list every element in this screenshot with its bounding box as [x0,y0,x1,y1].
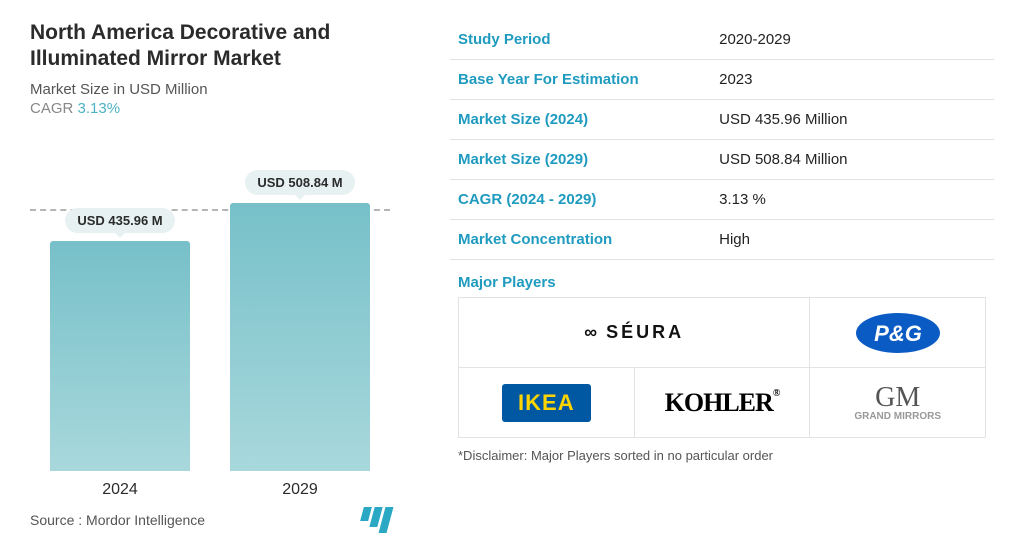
bar-label-2024: USD 435.96 M [65,208,174,233]
stat-val: 3.13 % [711,180,994,220]
disclaimer-text: *Disclaimer: Major Players sorted in no … [450,438,994,463]
stat-key: Study Period [450,20,711,60]
stat-key: Market Size (2024) [450,100,711,140]
player-logo-grandmirrors: GMGRAND MIRRORS [810,368,986,438]
x-label-1: 2029 [230,481,370,499]
stats-panel: Study Period2020-2029 Base Year For Esti… [420,0,1024,543]
stat-val: 2023 [711,60,994,100]
bar-2029: USD 508.84 M [230,170,370,471]
table-row: Base Year For Estimation2023 [450,60,994,100]
table-row: Market Size (2024)USD 435.96 Million [450,100,994,140]
table-row: CAGR (2024 - 2029)3.13 % [450,180,994,220]
infinity-icon: ∞ [584,322,600,343]
chart-panel: North America Decorative and Illuminated… [0,0,420,543]
player-name: IKEA [502,384,591,422]
bar-label-2029: USD 508.84 M [245,170,354,195]
cagr-prefix: CAGR [30,100,73,117]
bar-rect-2024 [50,241,190,471]
stat-val: High [711,220,994,260]
player-name: GRAND MIRRORS [854,411,941,422]
table-row: Market ConcentrationHigh [450,220,994,260]
stat-key: Base Year For Estimation [450,60,711,100]
svg-text:P&G: P&G [874,321,922,346]
pg-logo-icon: P&G [853,308,943,358]
stat-val: 2020-2029 [711,20,994,60]
stat-val: USD 435.96 Million [711,100,994,140]
table-row: Market Size (2029)USD 508.84 Million [450,140,994,180]
chart-subtitle: Market Size in USD Million [30,81,390,98]
player-logo-ikea: IKEA [459,368,635,438]
table-row: Study Period2020-2029 [450,20,994,60]
cagr-value: 3.13% [78,100,121,117]
stat-key: Market Concentration [450,220,711,260]
mordor-logo-icon [362,507,390,533]
cagr-line: CAGR 3.13% [30,100,390,117]
stat-key: CAGR (2024 - 2029) [450,180,711,220]
major-players-grid: ∞ SÉURA P&G IKEA KOHLER® GMGRAND MIRRORS [458,297,986,438]
x-axis-labels: 2024 2029 [30,481,390,499]
stat-key: Market Size (2029) [450,140,711,180]
x-label-0: 2024 [50,481,190,499]
player-name: SÉURA [606,322,684,343]
player-name: KOHLER [665,388,773,417]
chart-title: North America Decorative and Illuminated… [30,20,390,73]
source-text: Source : Mordor Intelligence [30,512,205,528]
player-logo-seura: ∞ SÉURA [459,298,810,368]
bar-2024: USD 435.96 M [50,208,190,471]
stat-val: USD 508.84 Million [711,140,994,180]
source-row: Source : Mordor Intelligence [30,507,390,533]
player-logo-kohler: KOHLER® [635,368,811,438]
major-players-label: Major Players [450,260,994,297]
bar-chart: USD 435.96 M USD 508.84 M [30,147,390,472]
bar-rect-2029 [230,203,370,471]
stats-table: Study Period2020-2029 Base Year For Esti… [450,20,994,260]
player-logo-pg: P&G [810,298,986,368]
